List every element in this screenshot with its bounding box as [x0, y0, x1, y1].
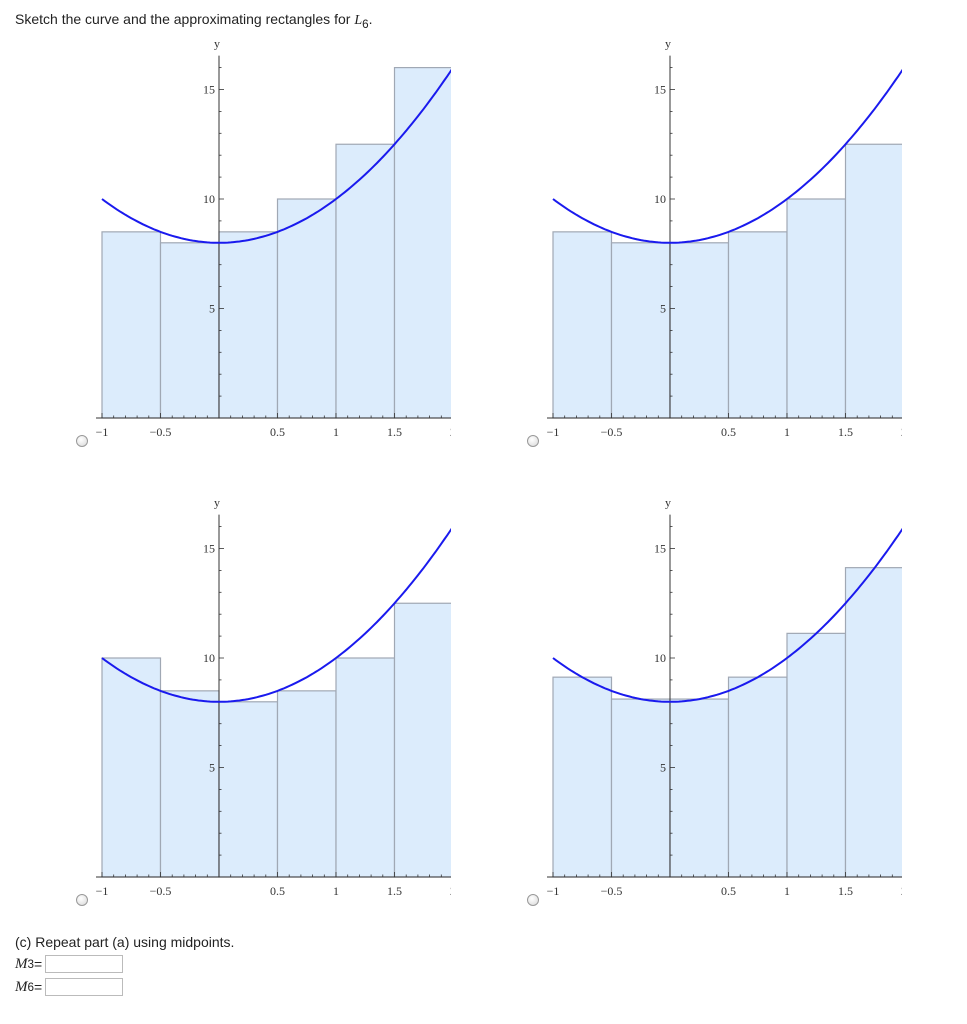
rectangle-bar: [101, 231, 162, 419]
rectangle-bar: [786, 198, 847, 419]
m3-input[interactable]: [45, 955, 124, 973]
x-tick-label: 1.5: [387, 425, 402, 439]
rectangle-bar: [218, 701, 279, 878]
rectangle-bar: [844, 567, 902, 878]
x-tick-label: 1: [784, 884, 790, 898]
y-axis-label: y: [214, 496, 220, 510]
y-tick-label: 5: [660, 302, 666, 316]
rectangle-bar: [159, 690, 220, 878]
x-tick-label: 2: [450, 884, 451, 898]
x-tick-label: 2: [901, 425, 902, 439]
rectangle-bar: [844, 143, 902, 419]
rectangle-bar: [393, 602, 451, 878]
m6-input[interactable]: [45, 978, 124, 996]
function-curve: [552, 68, 902, 244]
rectangle-bar: [727, 231, 788, 419]
rectangle-bar: [552, 231, 613, 419]
rectangle-bar: [218, 231, 279, 419]
y-tick-label: 15: [654, 542, 666, 556]
x-tick-label: 1: [333, 425, 339, 439]
radio-option-3[interactable]: [76, 894, 88, 906]
radio-option-4[interactable]: [527, 894, 539, 906]
rectangle-bar: [727, 676, 788, 878]
y-tick-label: 5: [209, 302, 215, 316]
y-tick-label: 10: [654, 651, 666, 665]
x-tick-label: −0.5: [150, 425, 172, 439]
rectangle-bar: [786, 632, 847, 878]
x-tick-label: 0.5: [721, 884, 736, 898]
radio-option-1[interactable]: [76, 435, 88, 447]
x-tick-label: 2: [450, 425, 451, 439]
m3-row: M 3 =: [15, 955, 124, 973]
rectangle-bar: [610, 698, 671, 878]
y-tick-label: 15: [203, 83, 215, 97]
x-tick-label: 1.5: [387, 884, 402, 898]
rectangle-bar: [610, 242, 671, 419]
function-curve: [101, 68, 451, 244]
part-c-label: (c) Repeat part (a) using midpoints.: [15, 934, 235, 950]
function-curve: [552, 527, 902, 703]
radio-option-2[interactable]: [527, 435, 539, 447]
y-tick-label: 5: [660, 761, 666, 775]
chart-option-1: −1−0.50.511.5251015xy: [96, 37, 451, 439]
x-tick-label: 0.5: [270, 884, 285, 898]
y-tick-label: 10: [203, 651, 215, 665]
y-tick-label: 5: [209, 761, 215, 775]
question-text: Sketch the curve and the approximating r…: [15, 11, 373, 31]
x-tick-label: −1: [96, 425, 109, 439]
x-tick-label: 1: [784, 425, 790, 439]
x-tick-label: −0.5: [150, 884, 172, 898]
rectangle-bar: [669, 242, 730, 419]
x-tick-label: −1: [96, 884, 109, 898]
x-tick-label: 0.5: [721, 425, 736, 439]
y-axis-label: y: [665, 496, 671, 510]
rectangle-bar: [335, 657, 396, 878]
x-tick-label: 1.5: [838, 884, 853, 898]
x-tick-label: 1: [333, 884, 339, 898]
y-axis-label: y: [665, 37, 671, 51]
rectangle-bar: [335, 143, 396, 419]
y-tick-label: 15: [203, 542, 215, 556]
x-tick-label: −0.5: [601, 884, 623, 898]
x-tick-label: 2: [901, 884, 902, 898]
x-tick-label: −0.5: [601, 425, 623, 439]
y-tick-label: 10: [203, 192, 215, 206]
chart-option-2: −1−0.50.511.5251015xy: [547, 37, 902, 439]
rectangle-bar: [276, 198, 337, 419]
chart-option-4: −1−0.50.511.5251015xy: [547, 496, 902, 898]
y-tick-label: 10: [654, 192, 666, 206]
y-tick-label: 15: [654, 83, 666, 97]
rectangle-bar: [669, 698, 730, 878]
rectangle-bar: [159, 242, 220, 419]
function-curve: [101, 527, 451, 703]
x-tick-label: −1: [547, 884, 560, 898]
x-tick-label: 1.5: [838, 425, 853, 439]
rectangle-bar: [276, 690, 337, 878]
chart-option-3: −1−0.50.511.5251015xy: [96, 496, 451, 898]
rectangle-bar: [101, 657, 162, 878]
rectangle-bar: [393, 66, 451, 419]
rectangle-bar: [552, 676, 613, 878]
x-tick-label: 0.5: [270, 425, 285, 439]
m6-row: M 6 =: [15, 978, 124, 996]
y-axis-label: y: [214, 37, 220, 51]
x-tick-label: −1: [547, 425, 560, 439]
